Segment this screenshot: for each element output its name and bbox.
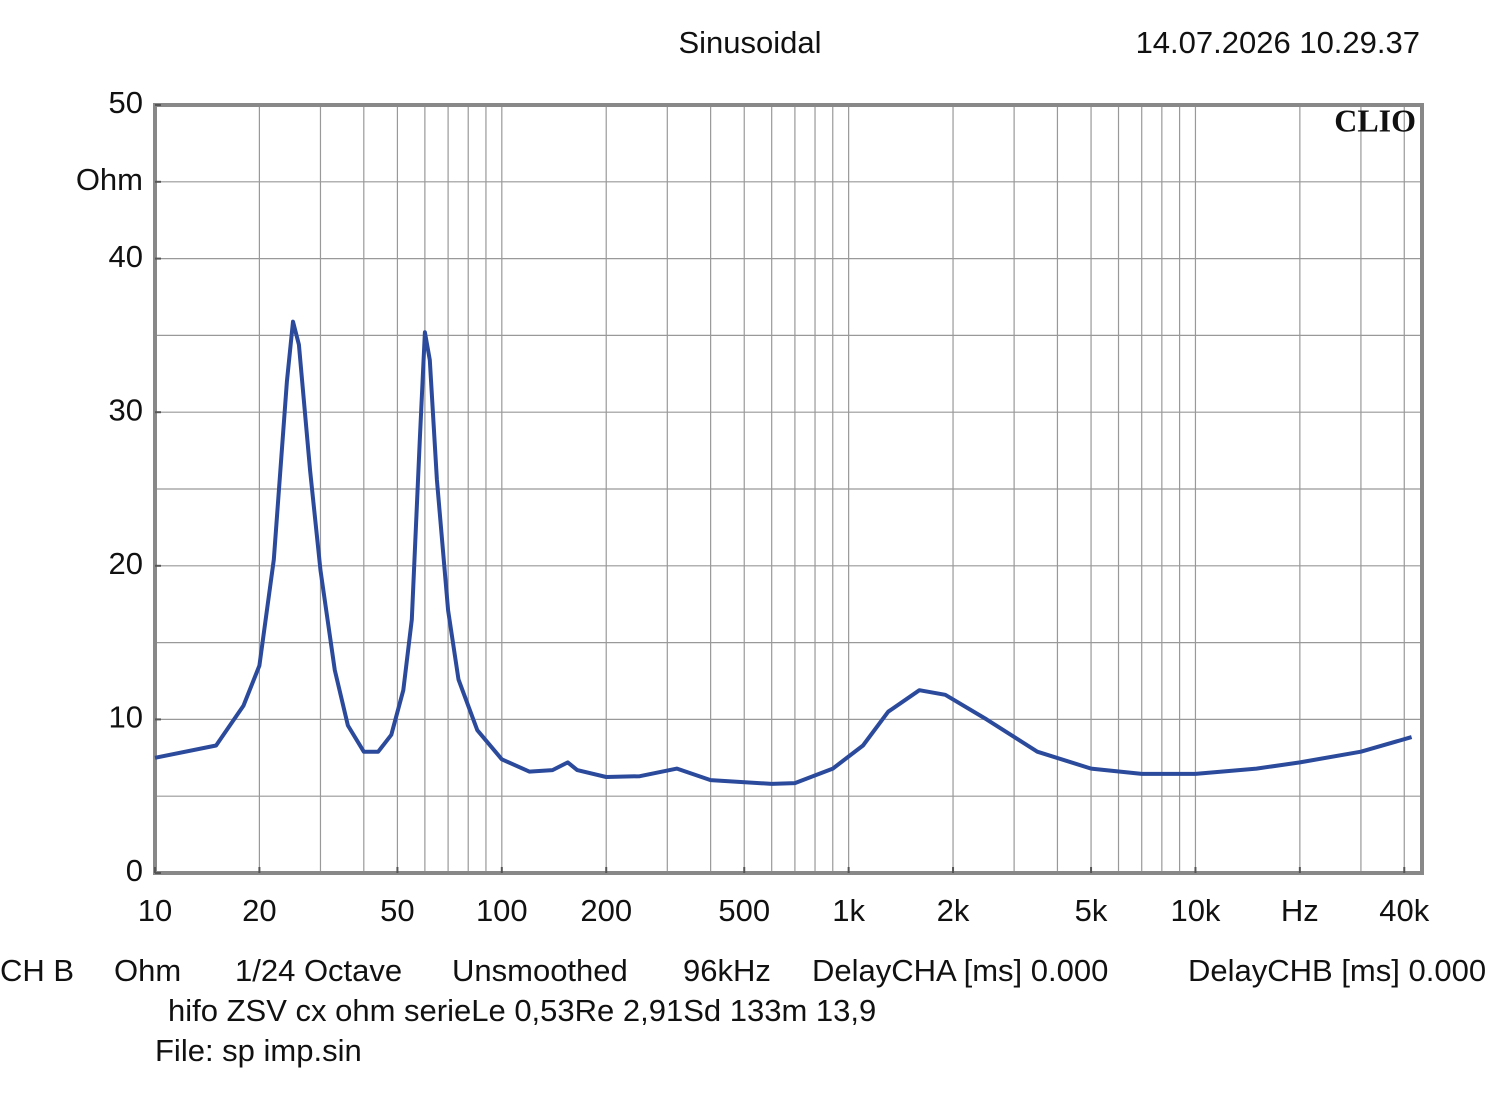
x-tick-label: 500 (718, 893, 770, 928)
x-tick-label: 100 (476, 893, 528, 928)
y-tick-label: 0 (126, 853, 143, 888)
footer-setting: CH B (0, 953, 74, 988)
y-tick-label: 40 (109, 239, 143, 274)
y-tick-label: 20 (109, 546, 143, 581)
footer-setting: Ohm (114, 953, 181, 988)
plot-frame (153, 103, 1424, 875)
footer-setting: DelayCHA [ms] 0.000 (812, 953, 1108, 988)
x-tick-label: 20 (242, 893, 276, 928)
x-tick-label: 50 (380, 893, 414, 928)
footer-setting: 96kHz (683, 953, 771, 988)
footer-file: File: sp imp.sin (155, 1033, 362, 1068)
x-tick-label: 10 (138, 893, 172, 928)
x-tick-label: 5k (1075, 893, 1108, 928)
x-tick-label: 40k (1379, 893, 1429, 928)
x-tick-label: 2k (937, 893, 970, 928)
y-tick-label: 30 (109, 392, 143, 427)
footer-setting: DelayCHB [ms] 0.000 (1188, 953, 1486, 988)
footer-setting: Unsmoothed (452, 953, 628, 988)
x-tick-label: 200 (580, 893, 632, 928)
footer-setting: 1/24 Octave (235, 953, 402, 988)
x-tick-label: 10k (1170, 893, 1220, 928)
chart-title: Sinusoidal (678, 25, 821, 60)
x-tick-label: 1k (832, 893, 865, 928)
impedance-curve (154, 319, 1413, 786)
logo: CLIO (1334, 102, 1416, 138)
y-tick-label: Ohm (76, 162, 143, 197)
footer-description: hifo ZSV cx ohm serieLe 0,53Re 2,91Sd 13… (168, 993, 876, 1028)
timestamp: 14.07.2026 10.29.37 (1136, 25, 1420, 60)
y-tick-label: 50 (109, 85, 143, 120)
x-tick-label: Hz (1281, 893, 1319, 928)
y-tick-label: 10 (109, 700, 143, 735)
